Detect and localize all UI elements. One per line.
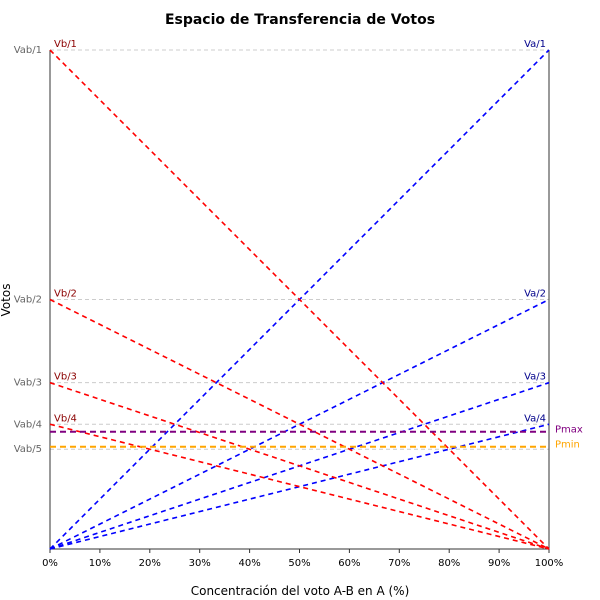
y-tick-label-vab-3: Vab/3 xyxy=(14,378,42,389)
gridlines xyxy=(50,49,549,450)
chart-labels: Vab/1 Vab/2 Vab/3 Vab/4 Vab/5 0% 10% 20% 30% 40% 5… xyxy=(14,39,583,569)
y-tick-label-vab-2: Vab/2 xyxy=(14,295,42,306)
series-label-vb-2: Vb/2 xyxy=(54,289,77,300)
series-label-vb-3: Vb/3 xyxy=(54,372,77,383)
x-tick-label: 0% xyxy=(42,558,58,569)
series-label-va-1: Va/1 xyxy=(524,39,546,50)
series-label-va-4: Va/4 xyxy=(524,413,546,424)
x-tick-label: 50% xyxy=(288,558,310,569)
reference-label-pmax: Pmax xyxy=(555,425,583,436)
x-tick-label: 80% xyxy=(438,558,460,569)
series-lines xyxy=(49,49,550,550)
x-tick-label: 100% xyxy=(535,558,564,569)
x-tick-label: 60% xyxy=(338,558,360,569)
y-tick-label-vab-5: Vab/5 xyxy=(14,444,42,455)
x-tick-label: 20% xyxy=(139,558,161,569)
x-tick-label: 70% xyxy=(388,558,410,569)
series-line-va-2 xyxy=(49,298,550,550)
y-tick-label-vab-4: Vab/4 xyxy=(14,419,42,430)
y-axis-label: Votos xyxy=(0,284,13,317)
x-tick-label: 40% xyxy=(238,558,260,569)
chart-title: Espacio de Transferencia de Votos xyxy=(165,12,435,28)
series-label-vb-1: Vb/1 xyxy=(54,39,77,50)
series-line-vb-4 xyxy=(49,423,550,550)
series-line-vb-2 xyxy=(49,298,550,550)
x-tick-label: 90% xyxy=(488,558,510,569)
series-line-vb-3 xyxy=(49,381,550,550)
x-tick-label: 30% xyxy=(189,558,211,569)
series-label-vb-4: Vb/4 xyxy=(54,413,77,424)
series-label-va-3: Va/3 xyxy=(524,372,546,383)
series-label-va-2: Va/2 xyxy=(524,289,546,300)
y-tick-label-vab-1: Vab/1 xyxy=(14,45,42,56)
series-line-vb-1 xyxy=(49,49,550,550)
x-tick-label: 10% xyxy=(89,558,111,569)
x-axis-label: Concentración del voto A-B en A (%) xyxy=(191,584,410,598)
axes xyxy=(49,50,550,553)
series-line-va-4 xyxy=(49,423,550,550)
reference-label-pmin: Pmin xyxy=(555,440,580,451)
